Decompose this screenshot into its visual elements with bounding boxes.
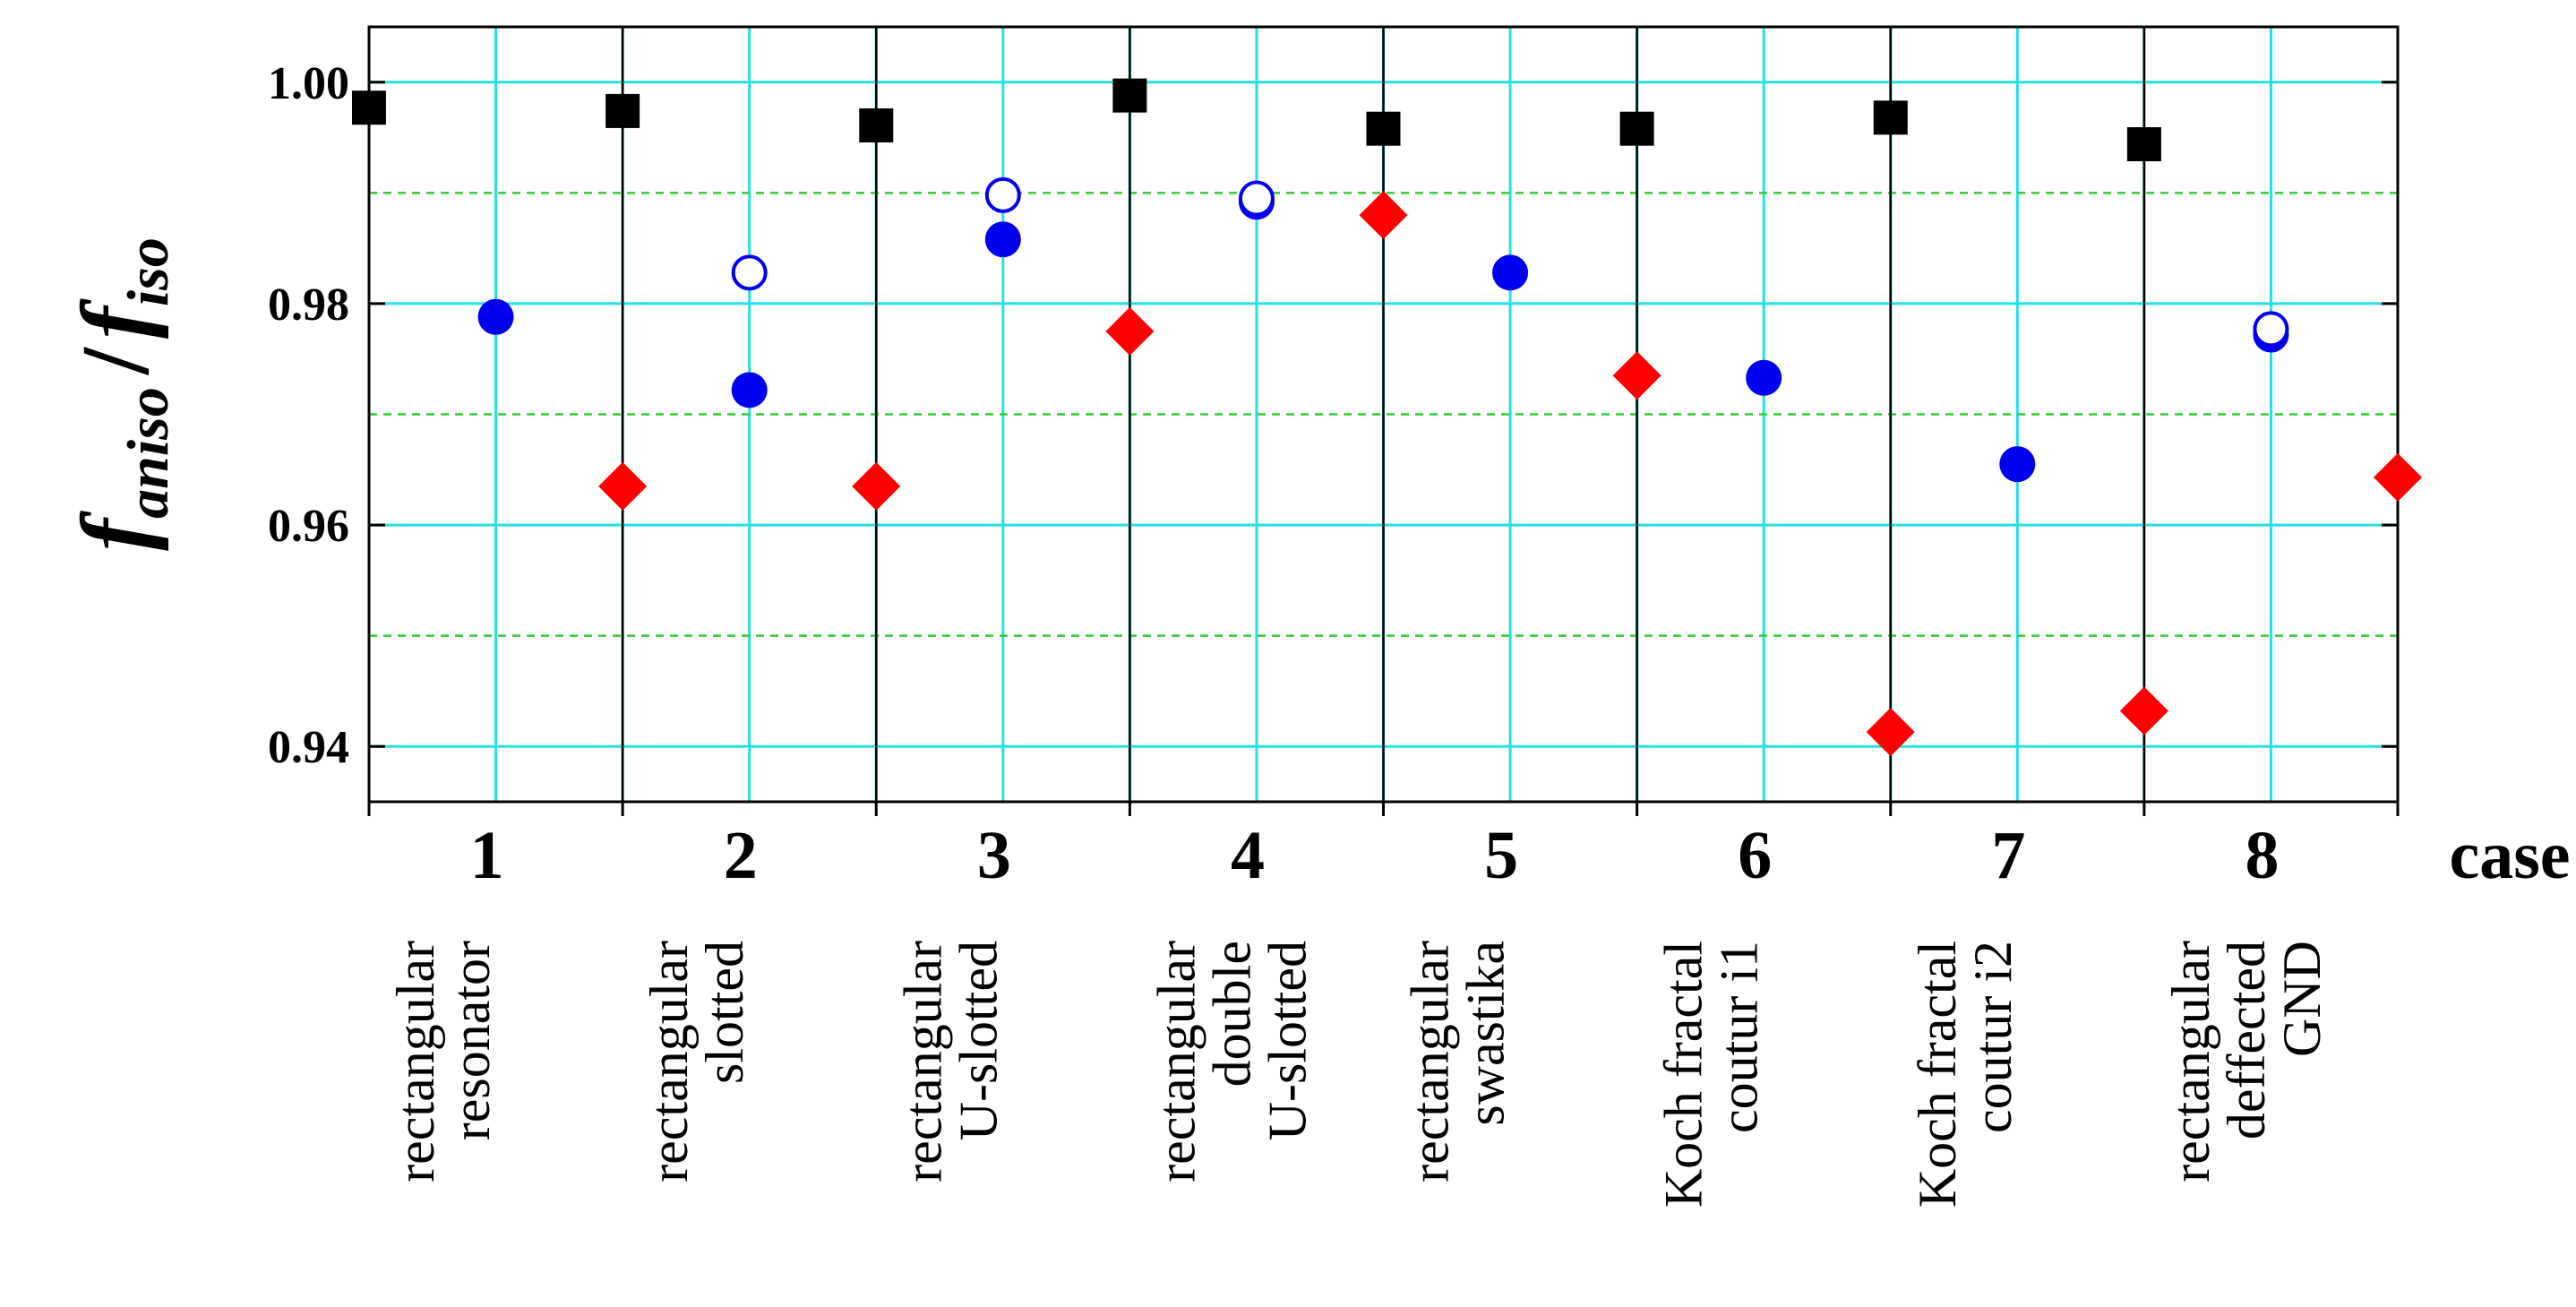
diamond-marker: [598, 461, 648, 511]
open-circle-marker: [731, 254, 768, 291]
case-description-line: slotted: [695, 941, 754, 1084]
data-markers: [352, 78, 2422, 757]
filled-circle-marker: [984, 221, 1021, 258]
x-tick-label: 4: [1231, 818, 1265, 893]
y-axis: 0.94 0.96 0.98 1.00: [268, 58, 2398, 773]
diamond-marker: [1866, 708, 1915, 757]
diamond-marker: [2374, 452, 2422, 502]
square-marker: [605, 93, 640, 128]
square-marker: [352, 90, 386, 125]
case-description-line: rectangular: [386, 941, 445, 1182]
y-tick-label: 1.00: [268, 58, 349, 109]
x-axis-label: case: [2449, 818, 2570, 893]
square-marker: [2126, 126, 2161, 161]
case-description-line: rectangular: [640, 941, 699, 1182]
open-circle-marker: [984, 176, 1021, 213]
y-axis-label-slash: /: [63, 346, 169, 376]
case-description-line: deffected: [2217, 941, 2276, 1139]
svg-text:faniso/fiso: faniso/fiso: [63, 237, 181, 551]
filled-circle-marker: [731, 372, 768, 408]
filled-circle-marker: [477, 298, 514, 335]
filled-circle-marker: [1492, 254, 1529, 291]
case-description-line: coutur i2: [1963, 941, 2022, 1133]
y-axis-label-sub2: iso: [116, 237, 181, 306]
open-circle-marker: [2253, 311, 2289, 348]
diamond-marker: [852, 461, 901, 511]
x-tick-label: 5: [1484, 818, 1518, 893]
filled-circle-marker: [1746, 359, 1782, 396]
y-tick-label: 0.98: [268, 279, 349, 331]
case-description-line: swastika: [1456, 941, 1516, 1126]
x-tick-label: 7: [1991, 818, 2025, 893]
square-marker: [1366, 111, 1401, 146]
case-description-line: resonator: [442, 941, 501, 1140]
x-tick-label: 3: [977, 818, 1011, 893]
case-description-line: double: [1202, 941, 1261, 1087]
y-tick-label: 0.96: [268, 501, 349, 552]
case-description-line: Koch fractal: [1654, 941, 1713, 1208]
x-tick-label: 8: [2245, 818, 2279, 893]
square-marker: [859, 107, 894, 142]
case-description-line: U-slotted: [1258, 941, 1317, 1140]
diamond-marker: [1105, 306, 1155, 356]
y-tick-label: 0.94: [268, 722, 349, 773]
square-marker: [1112, 78, 1147, 113]
x-tick-label: 6: [1738, 818, 1772, 893]
case-description-line: coutur i1: [1710, 941, 1769, 1133]
y-axis-label: faniso/fiso: [63, 237, 181, 551]
case-description-line: Koch fractal: [1908, 941, 1967, 1208]
case-description-line: rectangular: [893, 941, 952, 1182]
x-tick-label: 2: [724, 818, 758, 893]
case-description-line: rectangular: [1401, 941, 1460, 1182]
case-description-line: U-slotted: [949, 941, 1008, 1140]
diamond-marker: [1359, 191, 1408, 240]
diamond-marker: [1612, 351, 1662, 400]
diamond-marker: [2119, 686, 2168, 735]
case-description-line: rectangular: [2161, 941, 2220, 1182]
case-description-line: rectangular: [1146, 941, 1206, 1182]
square-marker: [1873, 100, 1908, 135]
y-axis-label-sub1: aniso: [116, 387, 181, 519]
x-axis: 1 2 3 4 5 6 7 8: [367, 802, 2400, 893]
x-tick-label: 1: [470, 818, 504, 893]
open-circle-marker: [1238, 180, 1275, 217]
case-description-line: GND: [2272, 941, 2331, 1057]
filled-circle-marker: [1999, 446, 2036, 483]
square-marker: [1619, 111, 1654, 146]
case-separators: [621, 27, 2146, 802]
